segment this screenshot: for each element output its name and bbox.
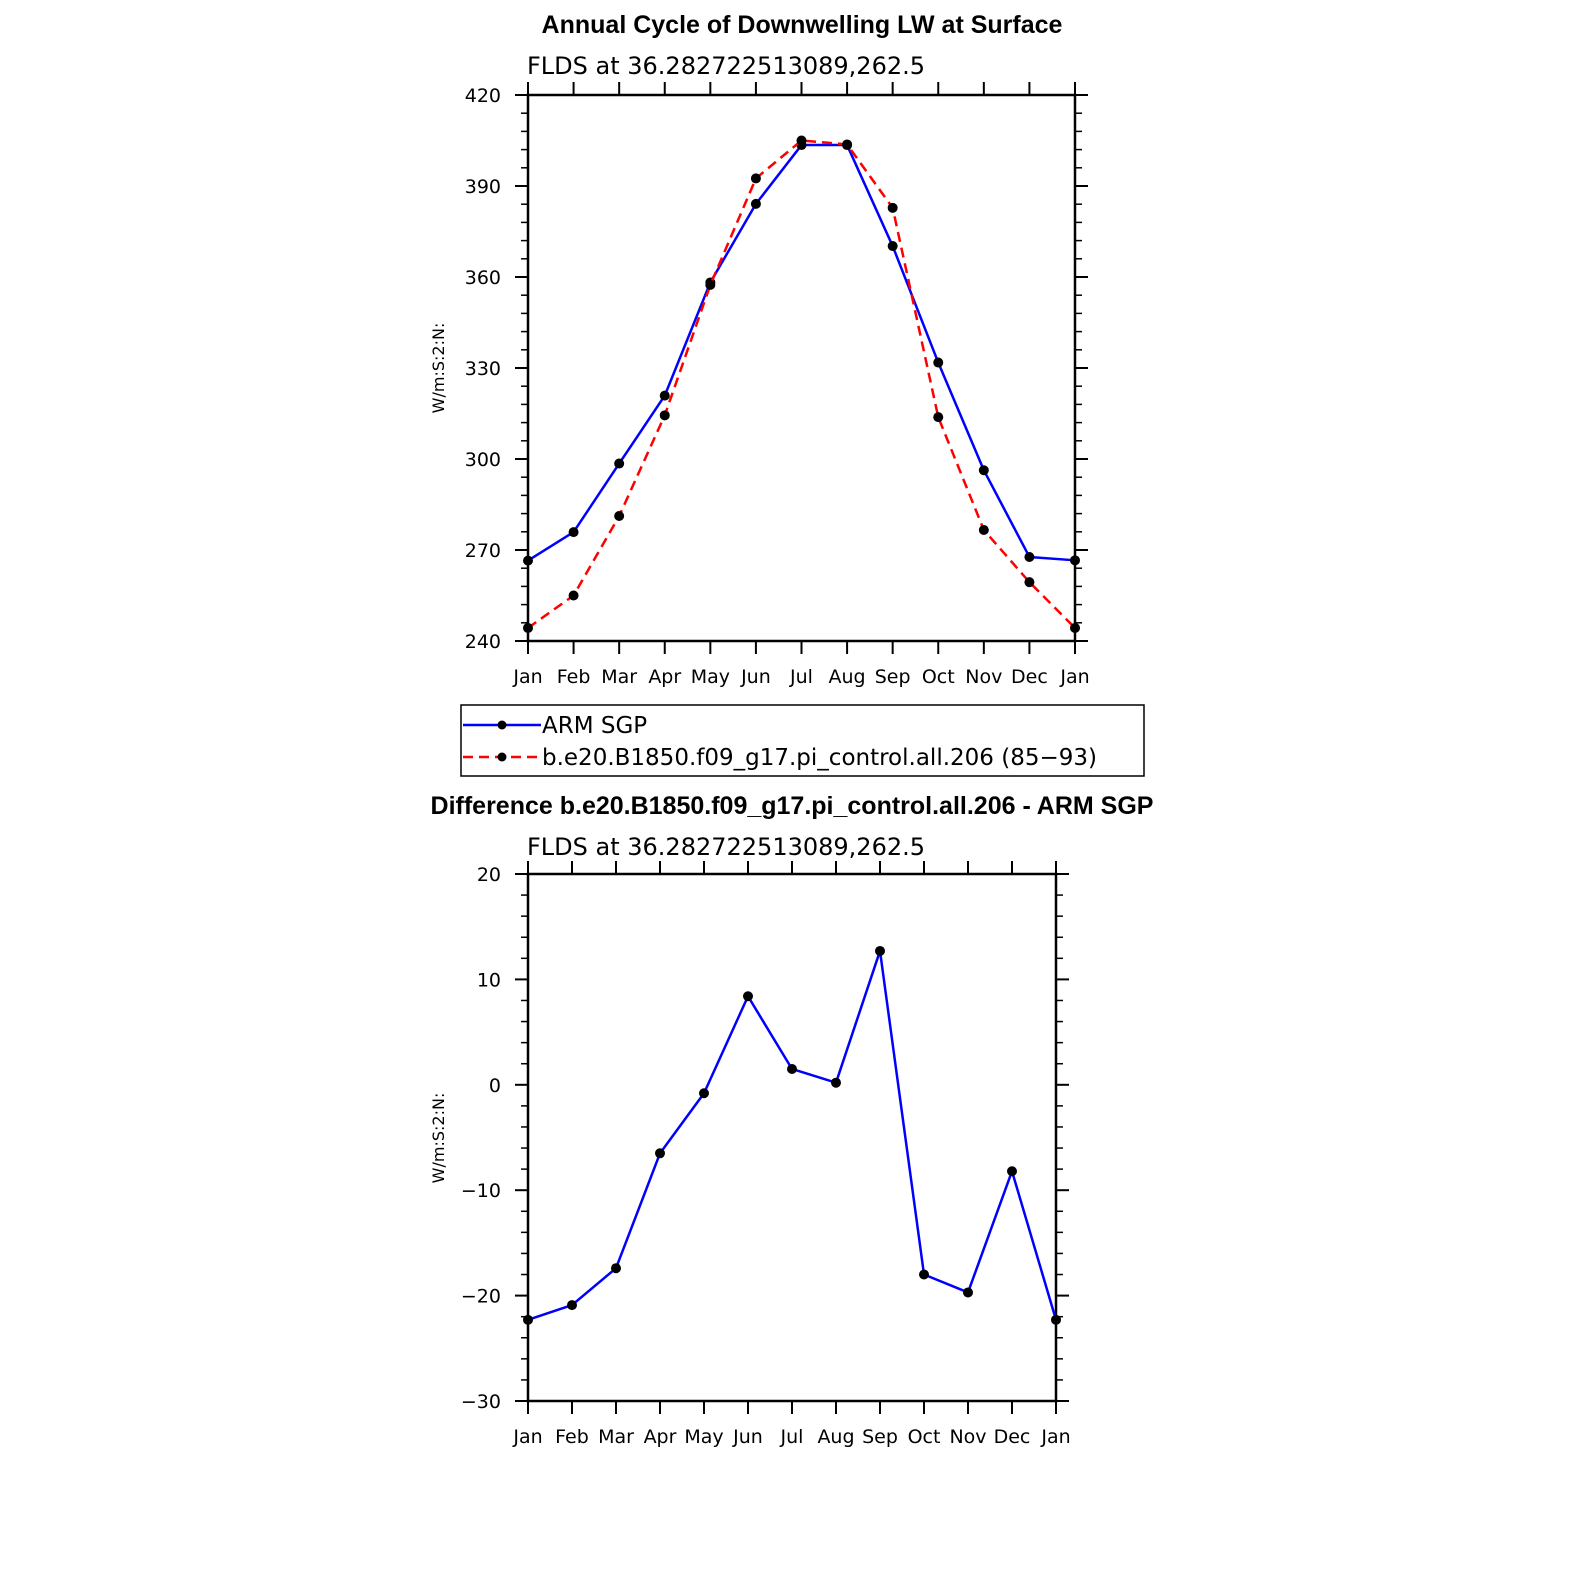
y-tick-label: 20 — [477, 864, 501, 886]
x-tick-label: Mar — [601, 666, 637, 688]
annual-cycle-chart: Annual Cycle of Downwelling LW at Surfac… — [429, 11, 1090, 688]
legend-marker-model — [497, 752, 507, 762]
data-point — [523, 555, 533, 566]
legend-item-arm-sgp: ARM SGP — [463, 713, 647, 739]
data-point — [978, 524, 989, 535]
plot-frame — [526, 872, 1058, 1403]
series-line-0 — [527, 143, 1076, 562]
data-point — [1051, 1314, 1061, 1325]
data-point — [523, 622, 533, 633]
plot-frame — [526, 93, 1077, 643]
x-tick-label: Aug — [829, 666, 866, 688]
legend: ARM SGP b.e20.B1850.f09_g17.pi_control.a… — [460, 704, 1145, 777]
data-point — [887, 241, 898, 252]
x-tick-label: Dec — [994, 1426, 1031, 1448]
data-point — [568, 590, 579, 601]
x-tick-label: Feb — [557, 666, 591, 688]
y-tick-label: 390 — [465, 176, 501, 198]
data-point — [699, 1088, 709, 1099]
y-tick-label: −10 — [461, 1180, 501, 1202]
data-point — [659, 410, 670, 421]
y-tick-label: 300 — [465, 449, 501, 471]
x-tick-label: May — [684, 1426, 723, 1448]
x-tick-label: Nov — [949, 1426, 986, 1448]
x-tick-label: Jan — [512, 1426, 542, 1448]
x-tick-label: Sep — [875, 666, 911, 688]
x-tick-label: Apr — [648, 666, 681, 688]
data-point — [705, 279, 716, 290]
data-point — [787, 1063, 797, 1074]
x-tick-label: Jan — [1059, 666, 1089, 688]
y-tick-label: 360 — [465, 267, 501, 289]
series-line-1 — [527, 139, 1076, 629]
data-point — [963, 1287, 973, 1298]
data-point — [831, 1077, 841, 1088]
data-point — [655, 1148, 665, 1159]
y-tick-label: 240 — [465, 631, 501, 653]
x-tick-label: Mar — [598, 1426, 634, 1448]
x-tick-label: May — [691, 666, 730, 688]
legend-marker-arm-sgp — [497, 720, 507, 730]
data-point — [1070, 555, 1080, 566]
difference-chart: Difference b.e20.B1850.f09_g17.pi_contro… — [429, 792, 1153, 1448]
x-tick-label: Aug — [817, 1426, 854, 1448]
x-tick-label: Jul — [780, 1426, 804, 1448]
data-point — [933, 357, 944, 368]
data-point — [659, 390, 670, 401]
series-line-0 — [527, 949, 1058, 1322]
data-point — [614, 511, 625, 522]
chart-title: Difference b.e20.B1850.f09_g17.pi_contro… — [431, 792, 1154, 820]
data-point — [842, 139, 853, 150]
data-point — [568, 527, 579, 538]
x-tick-label: Oct — [922, 666, 955, 688]
data-point — [523, 1314, 533, 1325]
chart-subtitle: FLDS at 36.282722513089,262.5 — [527, 52, 925, 80]
data-point — [1024, 577, 1035, 588]
data-point — [919, 1269, 929, 1280]
legend-label-arm-sgp: ARM SGP — [542, 713, 647, 739]
data-point — [614, 458, 625, 469]
y-tick-label: 10 — [477, 969, 501, 991]
x-tick-label: Nov — [965, 666, 1002, 688]
x-tick-label: Apr — [644, 1426, 677, 1448]
data-point — [1070, 622, 1080, 633]
data-point — [887, 202, 898, 213]
y-tick-label: 270 — [465, 540, 501, 562]
data-point — [611, 1263, 621, 1274]
y-tick-label: 420 — [465, 85, 501, 107]
data-point — [875, 945, 885, 956]
data-point — [743, 991, 753, 1002]
x-tick-label: Jul — [789, 666, 813, 688]
x-tick-label: Feb — [555, 1426, 589, 1448]
x-tick-label: Jun — [740, 666, 771, 688]
legend-item-model: b.e20.B1850.f09_g17.pi_control.all.206 (… — [463, 745, 1097, 771]
y-tick-label: 0 — [489, 1075, 501, 1097]
data-point — [933, 412, 944, 423]
data-point — [796, 135, 807, 146]
legend-box — [460, 704, 1145, 777]
y-tick-label: −20 — [461, 1286, 501, 1308]
x-tick-label: Jan — [1040, 1426, 1070, 1448]
chart-subtitle: FLDS at 36.282722513089,262.5 — [527, 833, 925, 861]
y-tick-label: 330 — [465, 358, 501, 380]
x-tick-label: Jan — [512, 666, 542, 688]
data-point — [750, 173, 761, 184]
x-tick-label: Jun — [732, 1426, 763, 1448]
x-tick-label: Dec — [1011, 666, 1048, 688]
chart-title: Annual Cycle of Downwelling LW at Surfac… — [542, 11, 1063, 39]
y-tick-label: −30 — [461, 1391, 501, 1413]
data-point — [750, 198, 761, 209]
data-point — [978, 465, 989, 476]
y-axis-label: W/m:S:2:N: — [429, 323, 448, 414]
y-axis-label: W/m:S:2:N: — [429, 1093, 448, 1184]
legend-label-model: b.e20.B1850.f09_g17.pi_control.all.206 (… — [542, 745, 1097, 771]
data-point — [1007, 1166, 1017, 1177]
data-point — [567, 1300, 577, 1311]
data-point — [1024, 551, 1035, 562]
x-tick-label: Sep — [862, 1426, 898, 1448]
x-tick-label: Oct — [908, 1426, 941, 1448]
